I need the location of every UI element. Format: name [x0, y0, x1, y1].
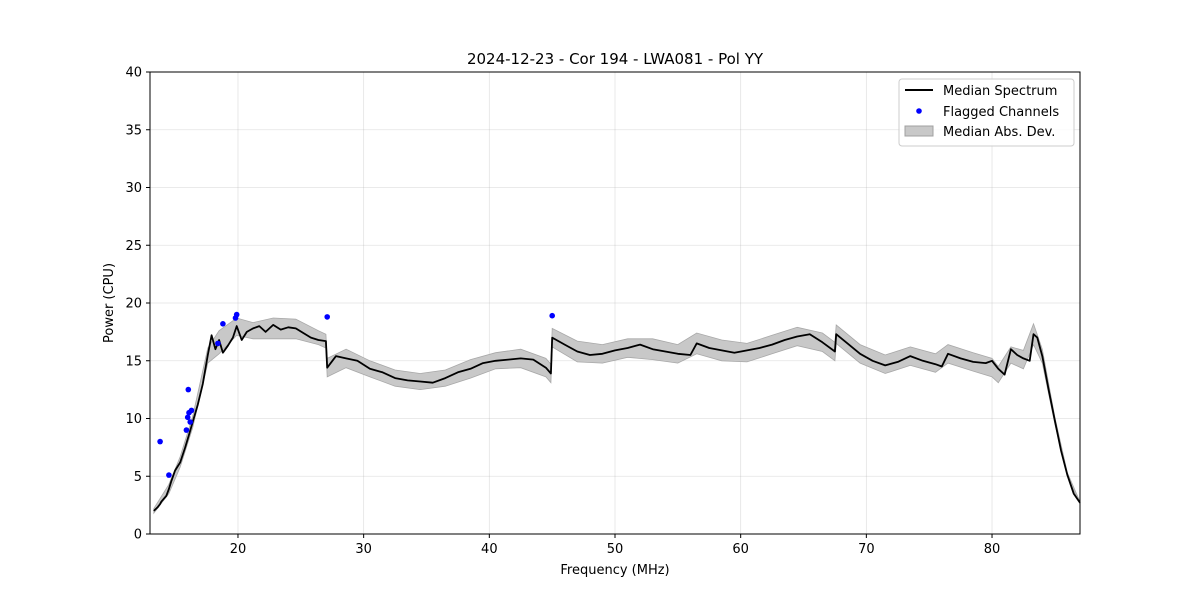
chart-title: 2024-12-23 - Cor 194 - LWA081 - Pol YY	[467, 50, 764, 68]
flagged-channel-point	[183, 427, 190, 433]
flagged-channel-point	[184, 414, 191, 421]
y-tick-label: 35	[125, 123, 142, 138]
y-axis-label: Power (CPU)	[102, 263, 117, 343]
flagged-channel-point	[549, 312, 555, 319]
legend-box	[898, 78, 1075, 147]
median-spectrum-line	[153, 323, 1081, 512]
x-tick-label: 50	[607, 542, 624, 557]
legend-median-label: Median Spectrum	[943, 84, 1057, 99]
flagged-channel-point	[187, 419, 193, 425]
legend-mad-swatch	[904, 125, 934, 137]
flagged-channel-point	[166, 472, 172, 478]
x-tick-label: 30	[355, 542, 372, 557]
y-tick-label: 0	[134, 528, 142, 543]
legend-flagged-label: Flagged Channels	[943, 105, 1059, 120]
flagged-channel-point	[220, 321, 226, 327]
median-spectrum-layer	[153, 323, 1081, 512]
y-axis-ticks: 0 5 10 15 20 25 30 35 40	[125, 66, 150, 543]
x-tick-label: 80	[984, 542, 1001, 557]
flagged-channel-point	[215, 340, 221, 347]
legend-flagged-swatch	[916, 108, 922, 114]
y-tick-label: 40	[125, 66, 142, 81]
y-tick-label: 25	[125, 239, 142, 254]
legend-mad-label: Median Abs. Dev.	[943, 125, 1055, 140]
y-tick-label: 30	[125, 181, 142, 196]
flagged-channel-point	[157, 438, 163, 445]
flagged-channel-point	[324, 314, 331, 320]
x-tick-label: 40	[481, 542, 498, 557]
flagged-channel-point	[185, 386, 192, 393]
flagged-channel-point	[188, 407, 195, 414]
y-tick-label: 20	[125, 297, 142, 312]
x-axis-ticks: 20 30 40 50 60 70 80	[230, 534, 1001, 557]
flagged-channel-point	[233, 311, 240, 318]
x-tick-label: 70	[858, 542, 875, 557]
x-tick-label: 60	[732, 542, 749, 557]
y-tick-label: 5	[134, 470, 142, 485]
flagged-channels-layer	[157, 311, 555, 478]
legend: Median Spectrum Flagged Channels Median …	[898, 78, 1075, 147]
y-tick-label: 10	[125, 412, 142, 427]
y-tick-label: 15	[125, 354, 142, 369]
x-tick-label: 20	[230, 542, 247, 557]
x-axis-label: Frequency (MHz)	[560, 563, 669, 578]
